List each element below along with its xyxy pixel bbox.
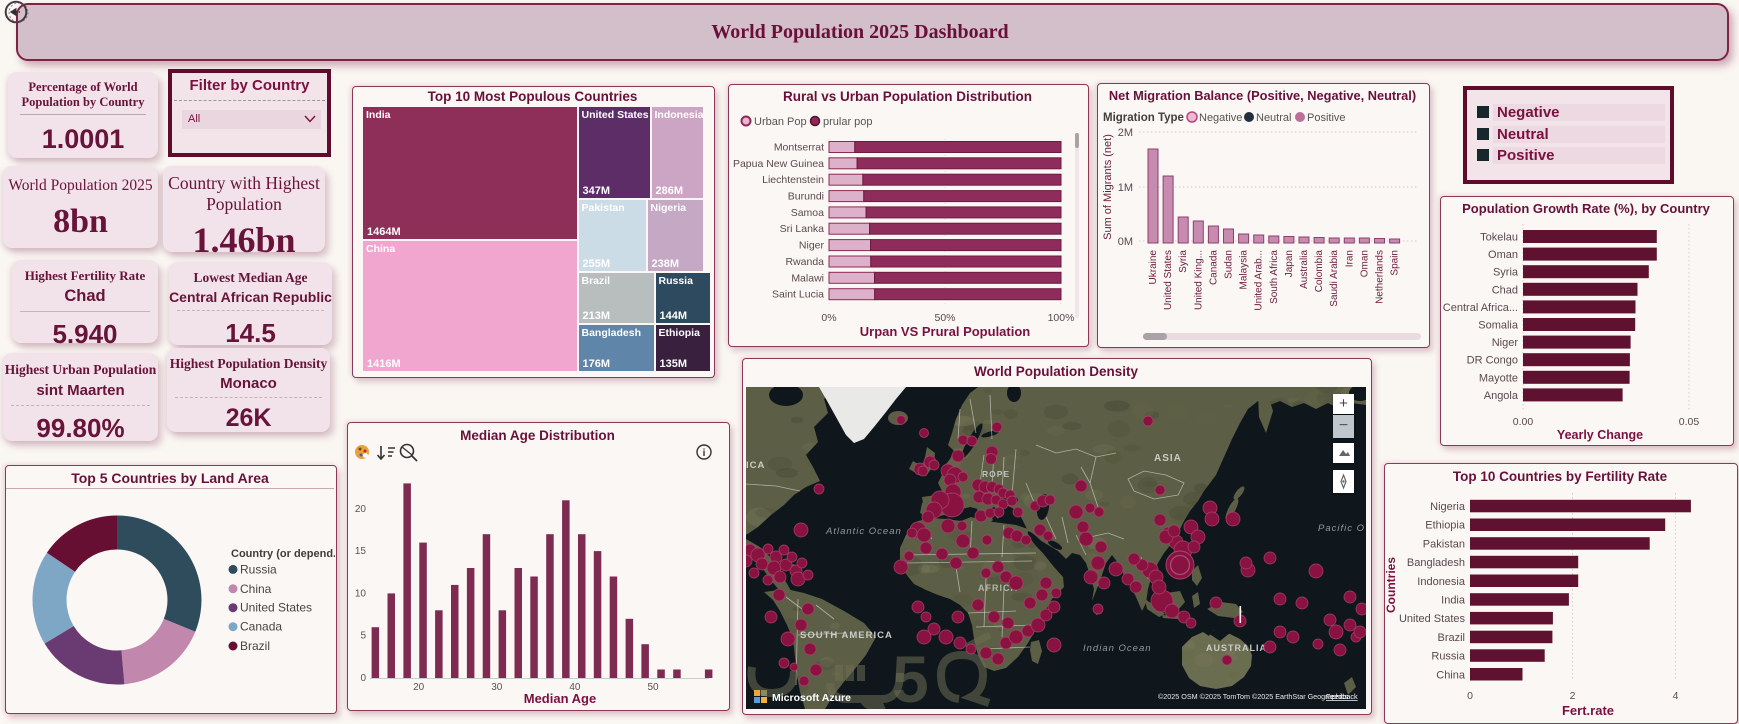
svg-text:Positive: Positive	[1307, 112, 1346, 124]
svg-text:Spain: Spain	[1390, 250, 1401, 276]
svg-text:Mayotte: Mayotte	[1479, 372, 1518, 384]
svg-text:Saint Lucia: Saint Lucia	[772, 289, 824, 301]
svg-text:0M: 0M	[1118, 236, 1133, 248]
svg-text:Fert.rate: Fert.rate	[1562, 703, 1614, 718]
svg-text:Urban Pop: Urban Pop	[754, 116, 807, 128]
svg-text:Indian Ocean: Indian Ocean	[1083, 643, 1152, 654]
svg-text:Canada: Canada	[240, 620, 282, 634]
svg-text:Netherlands: Netherlands	[1375, 250, 1386, 304]
svg-text:©2025 OSM ©2025 TomTom ©2025: ©2025 OSM ©2025 TomTom ©2025 EarthStar G…	[1158, 692, 1349, 701]
svg-text:0.00: 0.00	[1513, 416, 1534, 428]
svg-text:Migration Type: Migration Type	[1103, 112, 1184, 124]
svg-text:Syria: Syria	[1178, 250, 1189, 273]
svg-text:United States: United States	[1163, 250, 1174, 310]
svg-text:Niger: Niger	[1492, 337, 1519, 349]
svg-text:Iran: Iran	[1344, 250, 1355, 267]
svg-text:Russia: Russia	[1431, 651, 1466, 663]
svg-text:prular pop: prular pop	[823, 116, 873, 128]
svg-text:5: 5	[360, 631, 366, 642]
svg-text:ROPE: ROPE	[982, 469, 1010, 479]
svg-text:Burundi: Burundi	[788, 191, 824, 203]
svg-text:Rwanda: Rwanda	[785, 256, 824, 268]
svg-text:Liechtenstein: Liechtenstein	[762, 174, 824, 186]
svg-text:Feedback: Feedback	[1326, 692, 1358, 701]
svg-text:DR Congo: DR Congo	[1467, 355, 1518, 367]
svg-text:Angola: Angola	[1484, 390, 1519, 402]
svg-text:Canada: Canada	[1208, 250, 1219, 285]
svg-text:Microsoft Azure: Microsoft Azure	[772, 692, 851, 704]
svg-text:0: 0	[1467, 690, 1473, 702]
svg-text:Nigeria: Nigeria	[1430, 501, 1466, 513]
svg-text:Saudi Arabia: Saudi Arabia	[1329, 250, 1340, 307]
svg-text:Negative: Negative	[1199, 112, 1242, 124]
svg-text:United Arab...: United Arab...	[1254, 250, 1265, 311]
svg-text:Central Africa...: Central Africa...	[1443, 302, 1518, 314]
svg-text:Urpan VS Prural Population: Urpan VS Prural Population	[860, 324, 1031, 339]
svg-text:Russia: Russia	[240, 562, 277, 576]
svg-text:Malawi: Malawi	[791, 272, 824, 284]
svg-text:Neutral: Neutral	[1256, 112, 1291, 124]
svg-text:Sri Lanka: Sri Lanka	[780, 223, 825, 235]
svg-text:AUSTRALIA: AUSTRALIA	[1206, 643, 1267, 653]
svg-text:China: China	[1436, 669, 1466, 681]
svg-text:Brazil: Brazil	[240, 639, 270, 653]
svg-text:Ethiopia: Ethiopia	[1425, 520, 1466, 532]
svg-text:South Africa: South Africa	[1269, 250, 1280, 304]
svg-text:Tokelau: Tokelau	[1480, 232, 1518, 244]
svg-text:2: 2	[1570, 690, 1576, 702]
svg-text:4: 4	[1673, 690, 1679, 702]
svg-text:Median Age: Median Age	[524, 691, 596, 706]
svg-text:Australia: Australia	[1299, 250, 1310, 289]
svg-text:Japan: Japan	[1284, 250, 1295, 277]
svg-text:Ukraine: Ukraine	[1148, 250, 1159, 285]
svg-text:100%: 100%	[1048, 312, 1075, 324]
svg-text:Pakistan: Pakistan	[1423, 538, 1465, 550]
svg-text:Colombia: Colombia	[1314, 250, 1325, 293]
svg-text:Brazil: Brazil	[1437, 632, 1465, 644]
svg-text:50: 50	[647, 682, 659, 693]
svg-text:30: 30	[491, 682, 503, 693]
svg-text:20: 20	[413, 682, 425, 693]
svg-text:Countries: Countries	[1384, 557, 1398, 613]
svg-text:Samoa: Samoa	[791, 207, 824, 219]
svg-text:Somalia: Somalia	[1478, 320, 1519, 332]
svg-text:20: 20	[355, 504, 367, 515]
svg-text:Bangladesh: Bangladesh	[1407, 557, 1465, 569]
svg-text:Montserrat: Montserrat	[774, 142, 824, 154]
svg-text:Sudan: Sudan	[1224, 250, 1235, 279]
svg-text:i: i	[703, 448, 706, 459]
svg-text:5: 5	[892, 642, 929, 709]
svg-text:Oman: Oman	[1488, 249, 1518, 261]
svg-text:1M: 1M	[1118, 182, 1133, 194]
svg-text:SOUTH AMERICA: SOUTH AMERICA	[800, 630, 893, 641]
svg-text:ASIA: ASIA	[1154, 453, 1182, 464]
svg-text:0: 0	[360, 673, 366, 684]
svg-text:India: India	[1441, 595, 1466, 607]
svg-text:United States: United States	[1399, 613, 1466, 625]
svg-text:Country (or depend...: Country (or depend...	[231, 548, 335, 560]
svg-text:Sum of Migrants (net): Sum of Migrants (net)	[1102, 134, 1114, 240]
svg-text:Malaysia: Malaysia	[1239, 250, 1250, 290]
svg-text:Papua New Guinea: Papua New Guinea	[733, 158, 824, 170]
svg-text:Oman: Oman	[1359, 250, 1370, 277]
svg-text:Yearly Change: Yearly Change	[1557, 428, 1643, 442]
svg-text:Niger: Niger	[799, 240, 825, 252]
svg-text:Indonesia: Indonesia	[1417, 576, 1466, 588]
svg-text:15: 15	[355, 546, 367, 557]
svg-text:Pacific O: Pacific O	[1318, 523, 1365, 534]
svg-text:ICA: ICA	[746, 460, 765, 471]
svg-text:Atlantic Ocean: Atlantic Ocean	[825, 526, 902, 537]
svg-text:0%: 0%	[821, 312, 836, 324]
svg-text:50%: 50%	[934, 312, 955, 324]
svg-text:United States: United States	[240, 601, 312, 615]
svg-text:United King...: United King...	[1193, 250, 1204, 310]
svg-text:2M: 2M	[1118, 127, 1133, 139]
svg-text:Chad: Chad	[1492, 284, 1518, 296]
svg-text:0.05: 0.05	[1679, 416, 1700, 428]
svg-text:China: China	[240, 582, 272, 596]
svg-text:40: 40	[569, 682, 581, 693]
svg-text:Syria: Syria	[1493, 267, 1519, 279]
svg-text:10: 10	[355, 588, 367, 599]
svg-text:AFRICA: AFRICA	[978, 583, 1018, 593]
